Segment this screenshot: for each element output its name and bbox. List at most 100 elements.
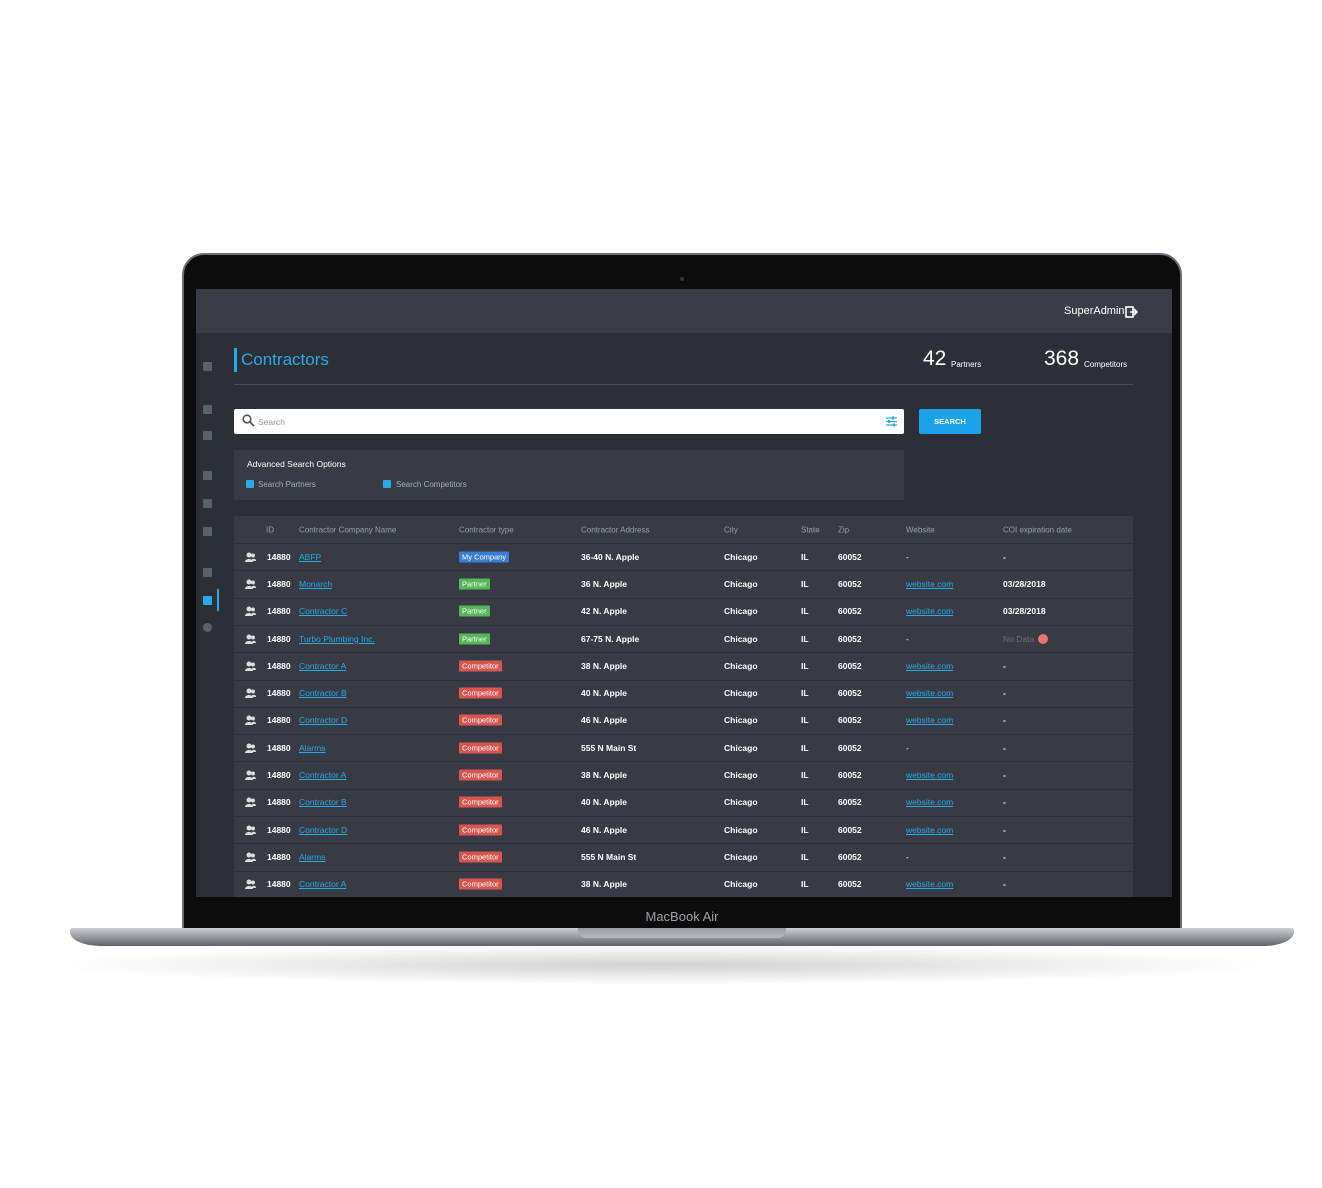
row-icon: [245, 797, 256, 808]
nav-tower[interactable]: [203, 568, 212, 577]
cell-coi: -: [1003, 824, 1006, 835]
website-link[interactable]: website.com: [906, 606, 954, 617]
search-icon: [242, 414, 255, 427]
company-link[interactable]: Monarch: [299, 578, 333, 589]
website-link[interactable]: website.com: [906, 578, 954, 589]
row-icon: [245, 743, 256, 753]
company-link[interactable]: Contractor B: [299, 797, 347, 808]
cell-state: IL: [801, 660, 809, 671]
website-link[interactable]: website.com: [906, 879, 954, 890]
column-header: Zip: [838, 525, 850, 535]
nav-refresh[interactable]: [203, 527, 212, 536]
company-link[interactable]: Alarms: [299, 742, 326, 753]
cell-coi: -: [1003, 742, 1006, 753]
cell-zip: 60052: [838, 578, 862, 589]
cell-coi: -: [1003, 688, 1006, 699]
website-link[interactable]: website.com: [906, 770, 954, 781]
cell-zip: 60052: [838, 742, 862, 753]
cell-address: 38 N. Apple: [581, 660, 627, 671]
page-title: Contractors: [241, 350, 329, 369]
device-label: MacBook Air: [645, 909, 719, 924]
company-link[interactable]: Contractor D: [299, 824, 348, 835]
type-badge: Partner: [459, 578, 490, 590]
company-link[interactable]: Contractor A: [299, 879, 347, 890]
cell-coi: 03/28/2018: [1003, 578, 1046, 589]
nav-check[interactable]: [203, 499, 212, 508]
row-divider: [234, 570, 1133, 572]
checkbox[interactable]: [246, 480, 254, 488]
nav-active-bar: [217, 589, 219, 611]
cell-coi: -: [1003, 879, 1006, 890]
company-link[interactable]: Contractor B: [299, 688, 347, 699]
cell-city: Chicago: [724, 660, 758, 671]
table: ID Contractor Company Name Contractor type…: [234, 516, 1133, 897]
column-header: State: [801, 525, 820, 535]
cell-address: 42 N. Apple: [581, 606, 627, 617]
company-link[interactable]: Turbo Plumbing Inc.: [299, 633, 375, 644]
top-bar: [196, 289, 1172, 333]
nav-docs[interactable]: [203, 431, 212, 440]
website: -: [906, 742, 909, 753]
nav-contractors[interactable]: [203, 596, 212, 605]
row-id: 14880: [267, 578, 291, 589]
row-id: 14880: [267, 851, 291, 862]
company-link[interactable]: Contractor D: [299, 715, 348, 726]
row-divider: [234, 543, 1133, 544]
title-accent: [234, 348, 237, 372]
cell-city: Chicago: [724, 606, 758, 617]
search-button[interactable]: SEARCH: [919, 409, 981, 434]
row-icon: [245, 579, 256, 589]
row-divider: [234, 652, 1133, 654]
nav-user[interactable]: [203, 405, 212, 414]
cell-state: IL: [801, 715, 809, 726]
coi-missing: No Data: [1003, 633, 1035, 644]
website-link[interactable]: website.com: [906, 715, 954, 726]
row-divider: [234, 788, 1133, 790]
company-link[interactable]: Alarms: [299, 851, 326, 862]
cell-state: IL: [801, 606, 809, 617]
cell-address: 40 N. Apple: [581, 688, 627, 699]
company-link[interactable]: Contractor C: [299, 606, 348, 617]
row-id: 14880: [267, 688, 291, 699]
checkbox[interactable]: [383, 480, 391, 488]
nav-settings[interactable]: [203, 623, 212, 632]
company-link[interactable]: ABFP: [299, 551, 322, 562]
type-badge: Competitor: [459, 824, 502, 836]
website-link[interactable]: website.com: [906, 688, 954, 699]
screen: SuperAdmin Contractors 42 Partners 368 C…: [196, 289, 1172, 897]
column-header: COI expiration date: [1003, 525, 1072, 535]
cell-city: Chicago: [724, 742, 758, 753]
logout-icon[interactable]: [1125, 306, 1138, 318]
company-link[interactable]: Contractor A: [299, 660, 347, 671]
cell-city: Chicago: [724, 715, 758, 726]
row-icon: [245, 852, 256, 862]
cell-coi: -: [1003, 797, 1006, 808]
stat-value: 368: [1044, 347, 1080, 370]
nav-list[interactable]: [203, 471, 212, 480]
cell-coi: -: [1003, 770, 1006, 781]
website-link[interactable]: website.com: [906, 824, 954, 835]
website-link[interactable]: website.com: [906, 660, 954, 671]
divider: [234, 384, 1133, 385]
cell-coi: 03/28/2018: [1003, 606, 1046, 617]
cell-zip: 60052: [838, 879, 862, 890]
filter-icon[interactable]: [886, 416, 897, 427]
row-divider: [234, 870, 1133, 872]
user-name[interactable]: SuperAdmin: [1064, 305, 1125, 317]
website-link[interactable]: website.com: [906, 797, 954, 808]
nav-home[interactable]: [203, 362, 212, 371]
cell-city: Chicago: [724, 851, 758, 862]
company-link[interactable]: Contractor A: [299, 770, 347, 781]
stat-label: Partners: [951, 360, 982, 369]
row-divider: [234, 706, 1133, 708]
type-badge: Partner: [459, 605, 490, 617]
cell-coi: -: [1003, 851, 1006, 862]
cell-zip: 60052: [838, 688, 862, 699]
advanced-panel: [234, 450, 904, 500]
search-box[interactable]: [234, 409, 904, 434]
row-divider: [234, 816, 1133, 817]
cell-state: IL: [801, 824, 809, 835]
cell-zip: 60052: [838, 797, 862, 808]
cell-coi: -: [1003, 715, 1006, 726]
